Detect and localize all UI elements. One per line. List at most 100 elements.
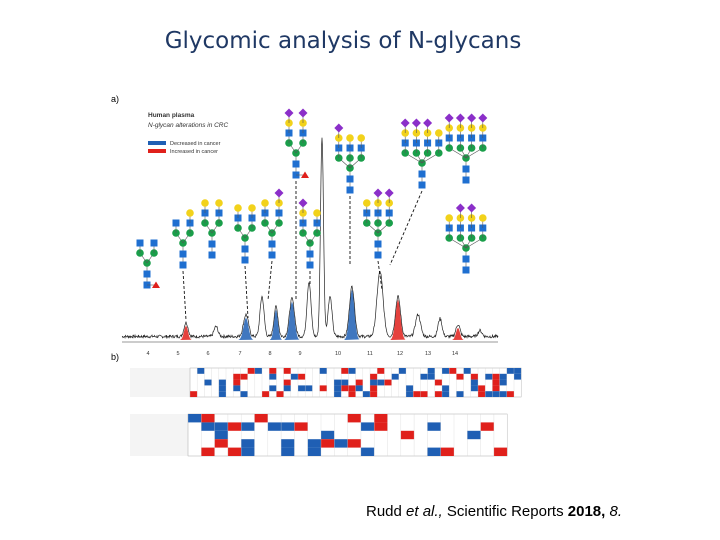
heatmap-cell <box>247 368 255 374</box>
pointer-arrow <box>244 265 249 319</box>
heatmap-cell <box>355 385 363 392</box>
glycan-hexose <box>215 199 223 207</box>
heatmap-cell <box>218 391 226 397</box>
x-tick-label: 7 <box>238 351 241 357</box>
glycan-glcnac <box>268 251 276 259</box>
x-tick-label: 14 <box>452 351 458 357</box>
heatmap-cell <box>434 391 442 397</box>
legend-swatch <box>148 141 166 145</box>
heatmap-cell <box>374 414 388 423</box>
heatmap-cell <box>456 391 464 397</box>
heatmap-cell <box>341 379 349 386</box>
legend-subtitle: N-glycan alterations in CRC <box>148 122 229 129</box>
glycan-hexose <box>248 204 256 212</box>
heatmap-cell <box>281 447 295 456</box>
glycan-glcnac <box>143 270 151 278</box>
heatmap-cell <box>374 422 388 431</box>
peak-fill <box>270 310 282 340</box>
heatmap-cell <box>427 447 441 456</box>
heatmap-cell <box>281 439 295 448</box>
glycan-fucose <box>301 171 309 178</box>
heatmap-cell <box>227 447 242 456</box>
heatmap-cell <box>214 422 228 431</box>
heatmap-cell <box>362 391 370 397</box>
heatmap-cell <box>400 430 415 440</box>
heatmap-cell <box>499 391 507 397</box>
heatmap-cell <box>294 422 308 431</box>
heatmap-cell <box>506 391 514 397</box>
glycan-glcnac <box>462 176 470 184</box>
heatmap-cell <box>492 373 500 380</box>
heatmap-cell <box>406 391 414 397</box>
heatmap-cell <box>449 368 457 374</box>
glycan-hexose <box>435 129 443 137</box>
x-tick-label: 9 <box>298 351 301 357</box>
heatmap-cell <box>334 391 342 397</box>
heatmap-cell <box>478 391 486 397</box>
peak-fill <box>390 300 406 340</box>
glycan-glcnac <box>462 255 470 263</box>
cite-etal: et al., <box>406 503 443 520</box>
pointer-arrow <box>182 270 187 321</box>
heatmap-cell <box>283 385 291 392</box>
glycan-glcnac <box>346 186 354 194</box>
heatmap-cell <box>305 385 313 392</box>
glycan-sialic <box>467 203 477 213</box>
glycan-sialic <box>400 118 410 128</box>
heatmap-cell <box>240 373 248 380</box>
heatmap-cell <box>514 368 522 374</box>
glycan-hexose <box>346 134 354 142</box>
heatmap-cell <box>201 447 215 456</box>
glycan-glcnac <box>208 251 216 259</box>
heatmap-cell <box>276 391 284 397</box>
heatmap-cell <box>427 422 441 431</box>
heatmap-cell <box>341 385 349 392</box>
heatmap-cell <box>478 385 486 392</box>
pointer-arrow <box>389 190 423 266</box>
heatmap-cell <box>492 379 500 386</box>
heatmap-cell <box>398 368 406 374</box>
cite-journal: Scientific Reports <box>446 503 564 520</box>
heatmap-cell <box>341 368 349 374</box>
peak-fill <box>238 318 254 340</box>
glycan-sialic <box>298 108 308 118</box>
glycan-glcnac <box>241 256 249 264</box>
heatmap-cell <box>360 447 375 456</box>
heatmap-cell <box>269 373 277 380</box>
chromatogram <box>121 137 499 340</box>
heatmap-cell <box>319 385 327 392</box>
row-labels <box>130 368 190 397</box>
legend-swatch <box>148 149 166 153</box>
glycan-sialic <box>478 113 488 123</box>
x-tick-label: 10 <box>335 351 341 357</box>
heatmap-cell <box>283 368 291 374</box>
glycan-glcnac <box>462 165 470 173</box>
pointer-arrow <box>267 260 273 301</box>
heatmap-cell <box>456 373 464 380</box>
heatmap-cell <box>427 373 435 380</box>
heatmap-cell <box>370 379 378 386</box>
peak-fill <box>452 328 464 340</box>
glycan-hexose <box>357 134 366 142</box>
heatmap-cell <box>347 414 361 423</box>
heatmap-cell <box>319 368 327 374</box>
heatmap-cell <box>370 391 378 397</box>
heatmap-cell <box>442 385 450 392</box>
glycan-hexose <box>201 199 209 207</box>
heatmap-cell <box>283 379 291 386</box>
heatmap-cell <box>240 391 248 397</box>
heatmap-cell <box>442 368 450 374</box>
heatmap-cell <box>307 447 321 456</box>
glycan-glcnac <box>292 160 300 168</box>
glycan-glcnac <box>374 251 382 259</box>
glycan-sialic <box>467 113 477 123</box>
legend-item: Increased in cancer <box>170 149 218 155</box>
heatmap-cell <box>218 385 226 392</box>
glycan-hexose <box>186 209 194 217</box>
heatmap-cell <box>214 430 228 440</box>
glycan-sialic <box>423 118 433 128</box>
heatmap-cell <box>298 373 306 380</box>
glycan-glcnac <box>374 240 382 248</box>
glycan-glcnac <box>306 250 314 258</box>
